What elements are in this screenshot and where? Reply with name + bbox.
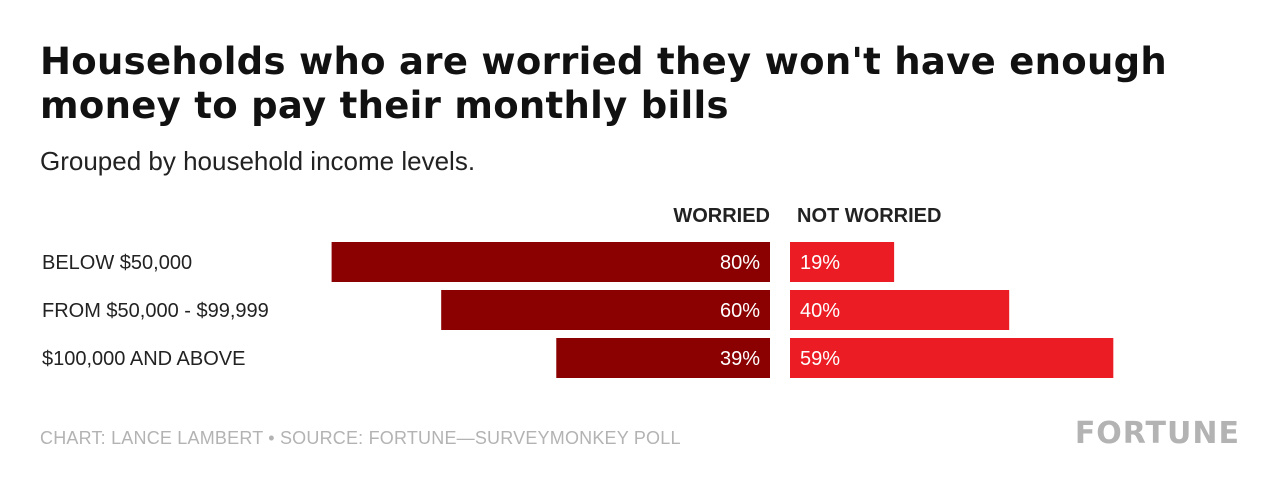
bar-worried [441, 290, 770, 330]
diverging-bar-chart: WORRIED NOT WORRIED BELOW $50,000 80% 19% FRO… [42, 205, 1114, 378]
bar-label-not-worried: 40% [800, 300, 840, 322]
bar-not-worried [790, 242, 895, 282]
bar-not-worried [790, 338, 1114, 378]
bar-label-not-worried: 59% [800, 348, 840, 370]
column-header-worried: WORRIED [673, 205, 770, 227]
source-credit: CHART: LANCE LAMBERT • SOURCE: FORTUNE—S… [40, 428, 681, 448]
bar-label-not-worried: 19% [800, 252, 840, 274]
bar-label-worried: 60% [720, 300, 760, 322]
bar-worried [556, 338, 770, 378]
bar-label-worried: 39% [720, 348, 760, 370]
category-label: BELOW $50,000 [42, 252, 192, 274]
category-label: FROM $50,000 - $99,999 [42, 300, 269, 322]
fortune-logo: FORTUNE [1074, 416, 1240, 451]
category-label: $100,000 AND ABOVE [42, 348, 245, 370]
bar-worried [331, 242, 770, 282]
chart-title: Households who are worried they won't ha… [40, 40, 1168, 127]
bar-not-worried [790, 290, 1010, 330]
column-header-not-worried: NOT WORRIED [797, 205, 941, 227]
chart-subtitle: Grouped by household income levels. [40, 146, 476, 176]
bar-label-worried: 80% [720, 252, 760, 274]
